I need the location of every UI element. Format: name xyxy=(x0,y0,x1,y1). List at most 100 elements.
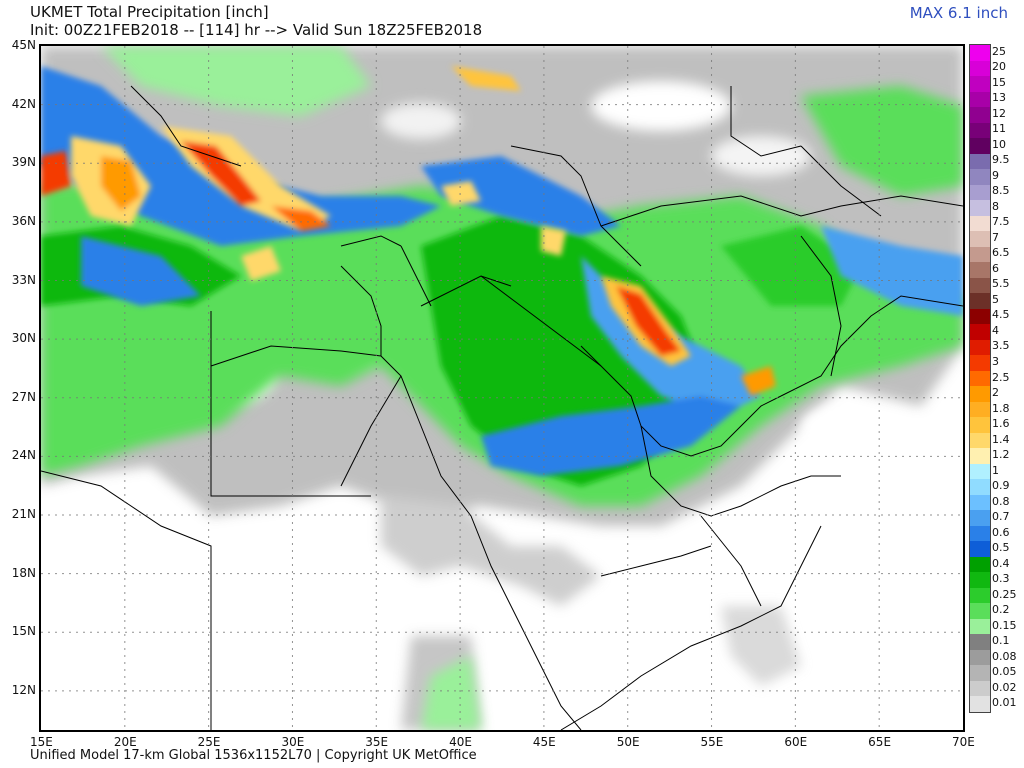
legend-swatch xyxy=(970,494,990,511)
lat-lon-grid xyxy=(41,46,963,730)
legend-swatch xyxy=(970,138,990,155)
legend-swatch xyxy=(970,572,990,589)
legend-swatch xyxy=(970,370,990,387)
lat-label: 39N xyxy=(11,155,36,170)
legend-swatch xyxy=(970,510,990,527)
legend-label: 15 xyxy=(992,75,1006,89)
legend-label: 1.4 xyxy=(992,432,1010,446)
lat-label: 12N xyxy=(11,682,36,697)
legend-label: 0.15 xyxy=(992,618,1017,632)
legend-label: 0.1 xyxy=(992,634,1010,648)
legend-swatch xyxy=(970,308,990,325)
legend-label: 3.5 xyxy=(992,339,1010,353)
legend-label: 1.2 xyxy=(992,448,1010,462)
legend-label: 8 xyxy=(992,199,999,213)
lat-label: 24N xyxy=(11,448,36,463)
legend-swatch xyxy=(970,634,990,651)
map-title: UKMET Total Precipitation [inch] Init: 0… xyxy=(30,3,482,39)
legend-label: 0.02 xyxy=(992,680,1017,694)
legend-label: 20 xyxy=(992,60,1006,74)
legend-label: 0.7 xyxy=(992,510,1010,524)
legend-swatch xyxy=(970,45,990,61)
legend-label: 10 xyxy=(992,137,1006,151)
legend-swatch xyxy=(970,169,990,186)
legend-swatch xyxy=(970,401,990,418)
legend-swatch xyxy=(970,231,990,248)
title-line-2: Init: 00Z21FEB2018 -- [114] hr --> Valid… xyxy=(30,21,483,39)
legend-swatch xyxy=(970,479,990,496)
precipitation-map[interactable] xyxy=(39,44,965,732)
legend-label: 0.6 xyxy=(992,525,1010,539)
lon-label: 70E xyxy=(952,735,975,749)
legend-swatch xyxy=(970,525,990,542)
legend-swatch xyxy=(970,649,990,666)
legend-label: 4.5 xyxy=(992,308,1010,322)
max-value-label: MAX 6.1 inch xyxy=(909,4,1008,22)
legend-swatch xyxy=(970,76,990,93)
legend-label: 0.2 xyxy=(992,603,1010,617)
model-credit: Unified Model 17-km Global 1536x1152L70 … xyxy=(30,748,477,763)
legend-label: 0.9 xyxy=(992,479,1010,493)
precip-heavy xyxy=(41,66,776,396)
legend-swatch xyxy=(970,417,990,434)
legend-label: 0.8 xyxy=(992,494,1010,508)
legend-swatch xyxy=(970,448,990,465)
legend-swatch xyxy=(970,277,990,294)
legend-label: 6.5 xyxy=(992,246,1010,260)
lon-label: 20E xyxy=(113,735,137,749)
legend-label: 7 xyxy=(992,230,999,244)
legend-swatch xyxy=(970,618,990,635)
legend-swatch xyxy=(970,463,990,480)
legend-label: 1 xyxy=(992,463,999,477)
legend-label: 0.4 xyxy=(992,556,1010,570)
lat-label: 45N xyxy=(11,38,36,52)
lat-label: 42N xyxy=(11,96,36,111)
legend-swatch xyxy=(970,339,990,356)
lat-label: 18N xyxy=(11,565,36,580)
legend-swatch xyxy=(970,587,990,604)
legend-label: 5 xyxy=(992,292,999,306)
lon-label: 50E xyxy=(616,735,640,749)
legend-swatch xyxy=(970,91,990,108)
legend-swatch xyxy=(970,355,990,372)
legend-swatch xyxy=(970,386,990,403)
legend-swatch xyxy=(970,200,990,217)
legend-label: 1.6 xyxy=(992,417,1010,431)
map-canvas xyxy=(41,46,963,730)
lon-label: 25E xyxy=(197,735,221,749)
legend-label: 9 xyxy=(992,168,999,182)
lat-label: 30N xyxy=(11,331,36,346)
legend-swatch xyxy=(970,603,990,620)
legend-swatch xyxy=(970,680,990,697)
lon-label: 35E xyxy=(365,735,389,749)
legend-label: 0.3 xyxy=(992,572,1010,586)
legend-swatch xyxy=(970,184,990,201)
lat-label: 15N xyxy=(11,624,36,639)
legend-label: 25 xyxy=(992,44,1006,58)
lon-label: 55E xyxy=(700,735,724,749)
lon-label: 40E xyxy=(449,735,472,749)
legend-swatch xyxy=(970,153,990,170)
legend-swatch xyxy=(970,107,990,124)
legend-label: 2 xyxy=(992,386,999,399)
legend-swatch xyxy=(970,696,990,713)
title-line-1: UKMET Total Precipitation [inch] xyxy=(30,3,269,21)
legend-swatch xyxy=(970,665,990,682)
legend-label: 5.5 xyxy=(992,277,1010,291)
legend-label: 6 xyxy=(992,261,999,275)
legend-label: 0.5 xyxy=(992,541,1010,555)
lat-label: 33N xyxy=(11,272,36,287)
legend-label: 13 xyxy=(992,91,1006,105)
legend-swatch xyxy=(970,246,990,263)
legend-label: 3 xyxy=(992,354,999,368)
legend-label: 0.01 xyxy=(992,696,1017,710)
legend-swatch xyxy=(970,556,990,573)
legend-label: 11 xyxy=(992,122,1006,136)
lon-label: 45E xyxy=(532,735,556,749)
legend-swatch xyxy=(970,215,990,232)
lat-label: 36N xyxy=(11,213,36,228)
legend-label: 1.8 xyxy=(992,401,1010,415)
legend-label: 0.05 xyxy=(992,665,1017,679)
legend-swatch xyxy=(970,324,990,341)
legend-label: 8.5 xyxy=(992,184,1010,198)
